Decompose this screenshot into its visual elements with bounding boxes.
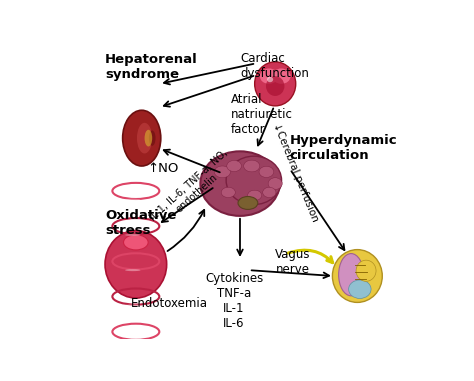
Ellipse shape bbox=[124, 235, 148, 250]
Ellipse shape bbox=[125, 304, 140, 306]
Ellipse shape bbox=[125, 269, 140, 271]
Ellipse shape bbox=[259, 166, 273, 178]
Ellipse shape bbox=[348, 280, 371, 298]
Ellipse shape bbox=[267, 77, 273, 82]
Ellipse shape bbox=[244, 160, 260, 172]
Ellipse shape bbox=[123, 110, 161, 166]
Ellipse shape bbox=[356, 260, 376, 281]
Ellipse shape bbox=[268, 178, 282, 189]
Ellipse shape bbox=[221, 187, 235, 197]
Ellipse shape bbox=[263, 187, 276, 197]
Text: Hyperdynamic
circulation: Hyperdynamic circulation bbox=[290, 134, 398, 162]
Ellipse shape bbox=[149, 130, 155, 146]
Ellipse shape bbox=[272, 69, 291, 84]
Ellipse shape bbox=[227, 160, 241, 171]
Ellipse shape bbox=[260, 69, 278, 84]
Ellipse shape bbox=[226, 156, 282, 205]
Text: IL-1, IL-6, TNF-a, NO,
endothelin: IL-1, IL-6, TNF-a, NO, endothelin bbox=[148, 148, 238, 231]
Ellipse shape bbox=[214, 166, 230, 178]
Text: Endotoxemia: Endotoxemia bbox=[131, 296, 208, 309]
Ellipse shape bbox=[332, 250, 382, 303]
Ellipse shape bbox=[137, 123, 152, 154]
Ellipse shape bbox=[201, 151, 280, 216]
Ellipse shape bbox=[105, 231, 167, 298]
Ellipse shape bbox=[247, 190, 262, 200]
Text: Cytokines
TNF-a
IL-1
IL-6: Cytokines TNF-a IL-1 IL-6 bbox=[205, 272, 263, 330]
Text: Hepatorenal
syndrome: Hepatorenal syndrome bbox=[105, 53, 198, 81]
Ellipse shape bbox=[338, 254, 364, 296]
Text: Oxidative
stress: Oxidative stress bbox=[105, 208, 176, 237]
Ellipse shape bbox=[125, 234, 140, 236]
Ellipse shape bbox=[125, 199, 140, 201]
Text: Vagus
nerve: Vagus nerve bbox=[275, 248, 310, 276]
Ellipse shape bbox=[255, 62, 296, 106]
Text: ↓Cerebral perfusion: ↓Cerebral perfusion bbox=[271, 121, 320, 223]
Text: ↑NO: ↑NO bbox=[147, 162, 179, 175]
Ellipse shape bbox=[238, 197, 258, 210]
Text: Atrial
natriuretic
factor: Atrial natriuretic factor bbox=[231, 93, 293, 136]
Ellipse shape bbox=[266, 76, 284, 96]
Ellipse shape bbox=[145, 130, 152, 146]
Text: Cardiac
dysfunction: Cardiac dysfunction bbox=[240, 51, 309, 80]
